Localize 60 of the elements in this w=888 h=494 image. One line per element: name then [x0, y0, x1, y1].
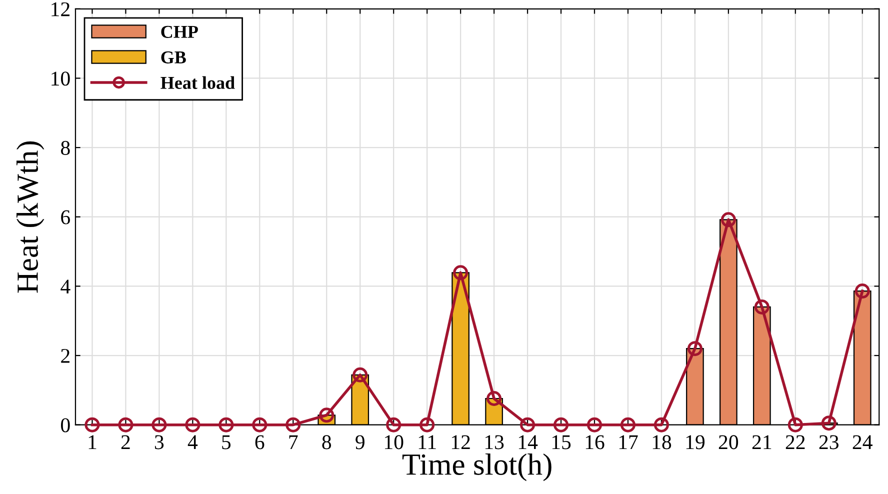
x-tick-label: 15	[552, 435, 571, 450]
point	[586, 417, 602, 432]
x-tick-label: 21	[752, 435, 772, 450]
point	[319, 408, 334, 423]
legend-label: CHP	[161, 26, 198, 38]
x-tick-label: 5	[222, 435, 231, 450]
point	[654, 417, 669, 432]
point	[520, 417, 536, 432]
point	[620, 417, 636, 432]
point	[152, 417, 167, 432]
x-tick-label: 4	[188, 435, 198, 450]
point	[854, 284, 870, 299]
x-tick-label: 10	[385, 435, 404, 450]
x-axis-title: Time slot(h)	[402, 453, 552, 482]
x-tick-label: 17	[619, 435, 638, 450]
point	[118, 417, 134, 432]
y-tick-label: 12	[52, 2, 70, 16]
point	[286, 417, 301, 432]
x-tick-label: 11	[418, 435, 436, 450]
point	[821, 416, 836, 431]
point	[754, 299, 770, 314]
y-tick-label: 0	[60, 418, 70, 432]
legend-label: Heat load	[160, 76, 235, 89]
y-axis-title: Heat (kWth)	[16, 141, 44, 293]
x-tick-label: 9	[356, 435, 364, 450]
legend-label: GB	[161, 51, 186, 64]
y-tick-label: 8	[60, 140, 70, 155]
x-tick-label: 20	[718, 435, 738, 450]
point	[554, 417, 569, 432]
point	[453, 265, 468, 280]
point	[788, 417, 803, 432]
point	[84, 417, 100, 432]
y-tick-label: 4	[60, 280, 70, 294]
x-tick-label: 14	[518, 435, 538, 450]
y-tick-label: 10	[52, 72, 70, 86]
x-tick-label: 7	[289, 435, 298, 450]
y-tick-label: 6	[61, 210, 70, 224]
y-tick-label: 2	[61, 348, 70, 363]
point	[486, 390, 502, 406]
point	[420, 417, 435, 432]
x-tick-label: 18	[652, 435, 672, 450]
x-tick-label: 8	[322, 435, 332, 450]
point	[218, 417, 234, 432]
x-tick-label: 3	[154, 435, 164, 450]
x-tick-label: 1	[88, 435, 96, 450]
x-tick-label: 12	[452, 435, 470, 450]
x-tick-label: 6	[255, 435, 264, 450]
point	[720, 212, 736, 228]
x-tick-label: 2	[121, 435, 130, 450]
x-tick-label: 23	[819, 435, 838, 450]
point	[185, 417, 200, 432]
point	[687, 341, 702, 356]
x-tick-label: 24	[852, 435, 872, 450]
point	[386, 417, 402, 432]
point	[252, 417, 268, 432]
point	[352, 367, 368, 382]
x-tick-label: 22	[786, 435, 805, 450]
x-tick-label: 19	[686, 435, 705, 450]
x-tick-label: 16	[586, 435, 604, 450]
x-tick-label: 13	[485, 435, 504, 450]
